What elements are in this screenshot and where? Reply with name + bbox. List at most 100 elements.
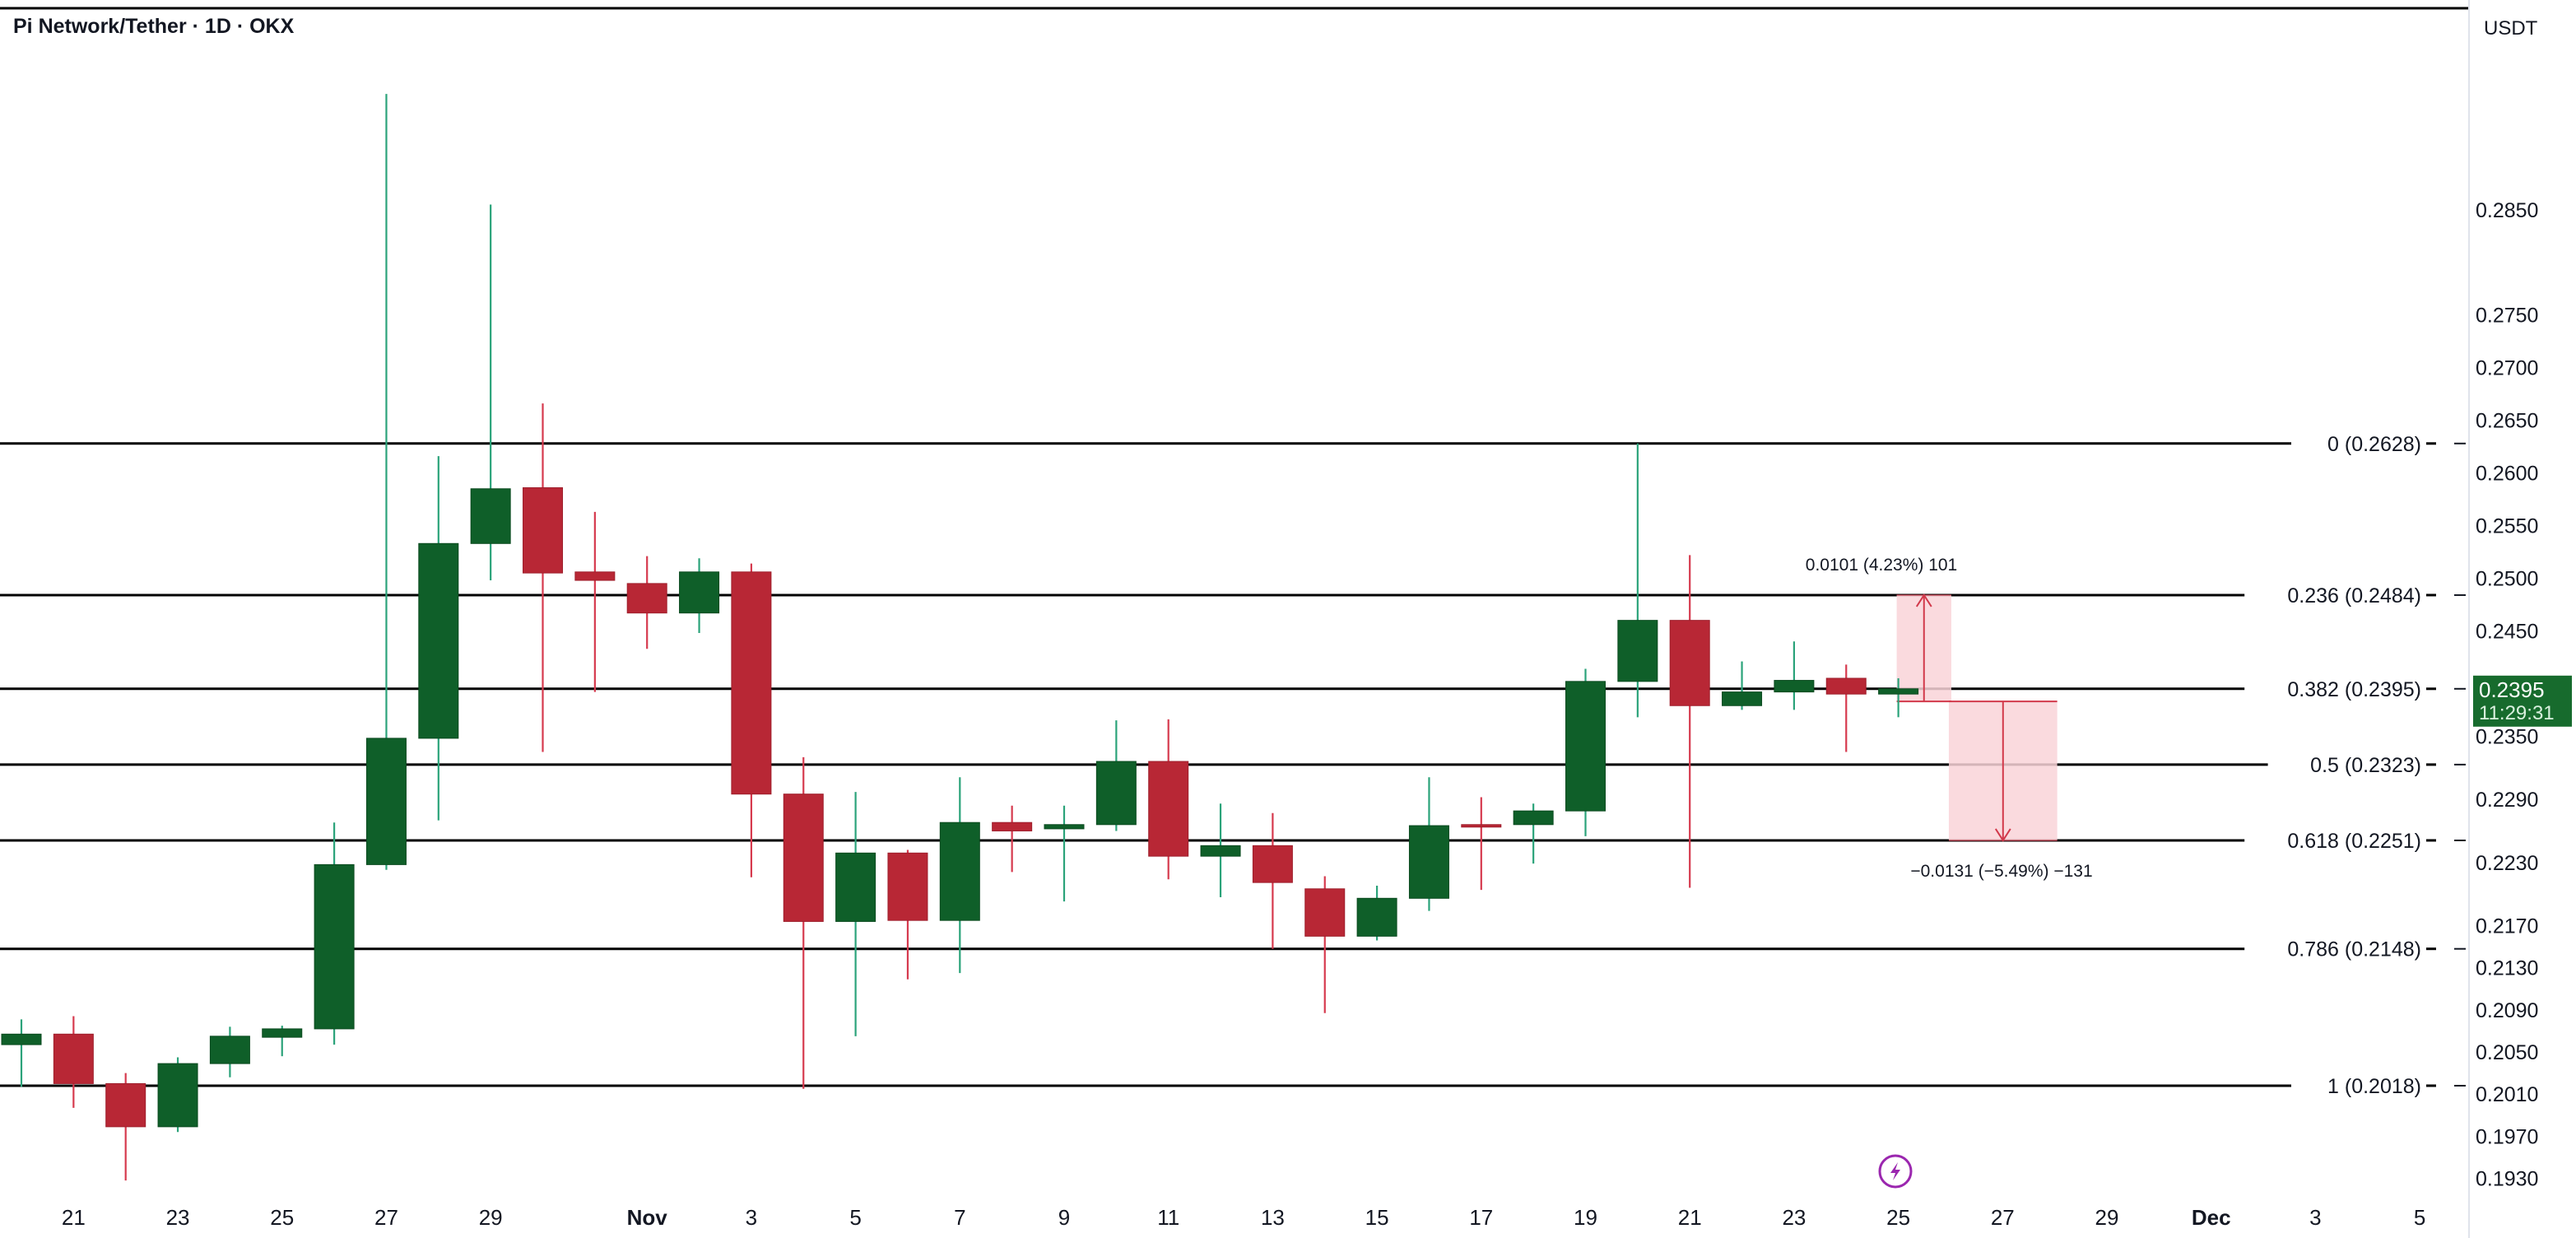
price-tick-label: 0.2050 bbox=[2476, 1041, 2538, 1064]
time-tick-label: 27 bbox=[1991, 1205, 2015, 1230]
currency-label[interactable]: USDT bbox=[2484, 17, 2538, 40]
candle-body bbox=[105, 1082, 146, 1128]
fib-level-label: 0.786 (0.2148) bbox=[2287, 938, 2421, 961]
candlesticks bbox=[1, 94, 1919, 1181]
time-tick-label: 23 bbox=[1782, 1205, 1806, 1230]
fib-level-label: 0.382 (0.2395) bbox=[2287, 678, 2421, 701]
measure-label: −0.0131 (−5.49%) −131 bbox=[1910, 862, 2092, 881]
measure-down: −0.0131 (−5.49%) −131 bbox=[1910, 700, 2093, 881]
bar-countdown: 11:29:31 bbox=[2479, 702, 2555, 724]
candle-body bbox=[679, 571, 720, 614]
chart-title: Pi Network/Tether · 1D · OKX bbox=[13, 15, 295, 38]
price-tick-label: 0.2850 bbox=[2476, 199, 2538, 222]
candle-body bbox=[887, 852, 928, 921]
candle-oct-31 bbox=[574, 511, 616, 692]
time-tick-label: 19 bbox=[1574, 1205, 1597, 1230]
time-tick-label: 17 bbox=[1469, 1205, 1493, 1230]
price-tick-label: 0.1930 bbox=[2476, 1168, 2538, 1191]
price-tick-label: 0.2650 bbox=[2476, 410, 2538, 433]
candle-oct-28 bbox=[418, 456, 459, 821]
time-tick-label: 5 bbox=[849, 1205, 861, 1230]
candle-body bbox=[262, 1028, 303, 1038]
price-tick-label: 0.2500 bbox=[2476, 567, 2538, 590]
candle-body bbox=[1722, 691, 1763, 706]
price-tick-label: 0.2090 bbox=[2476, 999, 2538, 1022]
time-tick-label: 25 bbox=[1886, 1205, 1910, 1230]
candle-body bbox=[1044, 824, 1085, 830]
time-tick-label: 29 bbox=[479, 1205, 503, 1230]
candle-body bbox=[1878, 688, 1919, 695]
fib-level-label: 0.236 (0.2484) bbox=[2287, 584, 2421, 607]
time-tick-label: 3 bbox=[746, 1205, 757, 1230]
price-tick-label: 0.2010 bbox=[2476, 1083, 2538, 1106]
time-tick-label: Dec bbox=[2192, 1205, 2231, 1230]
candle-body bbox=[470, 488, 511, 544]
time-tick-label: 21 bbox=[62, 1205, 86, 1230]
measure-label: 0.0101 (4.23%) 101 bbox=[1806, 556, 1957, 575]
time-tick-label: 11 bbox=[1157, 1205, 1179, 1230]
candle-nov-20 bbox=[1617, 443, 1658, 718]
candle-body bbox=[783, 794, 824, 922]
candle-body bbox=[1200, 845, 1241, 857]
candle-oct-23 bbox=[157, 1057, 198, 1133]
candle-nov-11 bbox=[1148, 719, 1189, 880]
candle-nov-19 bbox=[1565, 668, 1606, 836]
candle-nov-9 bbox=[1044, 805, 1085, 902]
price-tick-label: 0.2700 bbox=[2476, 357, 2538, 380]
last-price-value: 0.2395 bbox=[2479, 677, 2545, 702]
fib-level-label: 1 (0.2018) bbox=[2327, 1075, 2421, 1098]
candle-body bbox=[992, 821, 1033, 831]
candle-body bbox=[1825, 677, 1867, 695]
price-tick-label: 0.2170 bbox=[2476, 915, 2538, 938]
candle-body bbox=[574, 571, 616, 581]
price-axis[interactable]: 0.2850 0.2750 0.2700 0.2650 0.2600 0.2550 0.25… bbox=[2454, 199, 2538, 1191]
time-tick-label: 25 bbox=[270, 1205, 294, 1230]
candle-nov-7 bbox=[939, 777, 980, 974]
price-tick-label: 0.2290 bbox=[2476, 789, 2538, 812]
price-tick-label: 0.2130 bbox=[2476, 957, 2538, 980]
time-tick-label: 27 bbox=[374, 1205, 398, 1230]
time-tick-label: 15 bbox=[1365, 1205, 1389, 1230]
candle-body bbox=[731, 571, 772, 795]
candle-nov-10 bbox=[1095, 720, 1137, 831]
fibonacci-retracement[interactable]: 0 (0.2628) 0.236 (0.2484) 0.382 (0.2395) 0.… bbox=[0, 433, 2436, 1098]
candle-nov-21 bbox=[1669, 555, 1710, 888]
measure-arrow-head bbox=[1994, 828, 2011, 842]
measure-tools[interactable]: 0.0101 (4.23%) 101 −0.0131 (−5.49%) −131 bbox=[1806, 556, 2093, 881]
time-tick-label: 5 bbox=[2414, 1205, 2425, 1230]
measure-up: 0.0101 (4.23%) 101 bbox=[1806, 556, 1957, 703]
candle-nov-25 bbox=[1878, 678, 1919, 718]
candle-body bbox=[1356, 897, 1397, 937]
candle-oct-30 bbox=[523, 403, 563, 752]
price-tick-label: 0.2550 bbox=[2476, 515, 2538, 538]
candle-oct-24 bbox=[209, 1026, 250, 1077]
time-axis[interactable]: 21 23 25 27 29 Nov 3 5 7 9 11 13 15 17 19 21 23 25 27 29 Dec… bbox=[62, 1205, 2425, 1230]
price-tick-label: 0.2750 bbox=[2476, 305, 2538, 328]
fib-level-label: 0 (0.2628) bbox=[2327, 433, 2421, 456]
candle-nov-22 bbox=[1722, 661, 1763, 710]
candle-oct-29 bbox=[470, 204, 511, 581]
candle-nov-17 bbox=[1461, 797, 1502, 891]
candle-nov-24 bbox=[1825, 664, 1867, 752]
measure-arrow-head bbox=[1915, 593, 1932, 607]
time-tick-label: Nov bbox=[627, 1205, 668, 1230]
candle-body bbox=[365, 738, 407, 865]
time-tick-label: 9 bbox=[1058, 1205, 1070, 1230]
lightning-icon[interactable] bbox=[1878, 1154, 1913, 1189]
price-tick-label: 0.2230 bbox=[2476, 852, 2538, 875]
price-tick-label: 0.1970 bbox=[2476, 1125, 2538, 1148]
candle-nov-18 bbox=[1513, 803, 1554, 864]
candle-body bbox=[1669, 620, 1710, 706]
candle-nov-8 bbox=[992, 805, 1033, 873]
candle-body bbox=[1461, 824, 1502, 828]
candle-nov-6 bbox=[887, 849, 928, 980]
candle-nov-13 bbox=[1252, 812, 1293, 949]
fib-level-0-5: 0.5 (0.2323) bbox=[0, 754, 2436, 777]
price-tick-label: 0.2600 bbox=[2476, 463, 2538, 486]
candle-body bbox=[626, 583, 667, 614]
candle-oct-20 bbox=[1, 1019, 42, 1087]
candle-nov-14 bbox=[1304, 876, 1346, 1013]
fib-level-0-236: 0.236 (0.2484) bbox=[0, 584, 2436, 607]
candle-nov-16 bbox=[1408, 777, 1449, 911]
